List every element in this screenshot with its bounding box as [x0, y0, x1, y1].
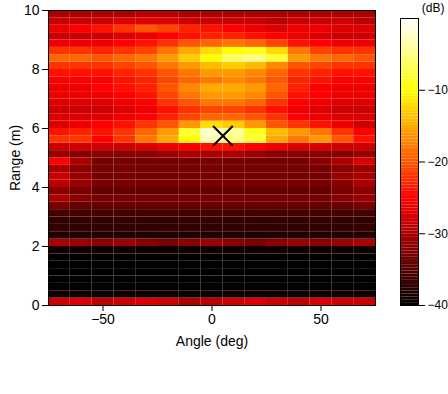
svg-text:(dB): (dB)	[422, 1, 445, 15]
svg-text:8: 8	[32, 61, 40, 77]
svg-text:6: 6	[32, 120, 40, 136]
svg-text:50: 50	[313, 311, 329, 327]
svg-text:10: 10	[24, 2, 40, 18]
svg-text:−10: −10	[428, 83, 448, 97]
svg-text:Angle (deg): Angle (deg)	[176, 333, 248, 349]
svg-text:4: 4	[32, 179, 40, 195]
svg-text:−20: −20	[428, 155, 448, 169]
svg-text:0: 0	[208, 311, 216, 327]
svg-text:Range (m): Range (m)	[7, 125, 23, 191]
svg-text:0: 0	[32, 297, 40, 313]
svg-text:−50: −50	[91, 311, 115, 327]
svg-text:−40: −40	[428, 298, 448, 312]
svg-text:−30: −30	[428, 227, 448, 241]
svg-text:2: 2	[32, 238, 40, 254]
